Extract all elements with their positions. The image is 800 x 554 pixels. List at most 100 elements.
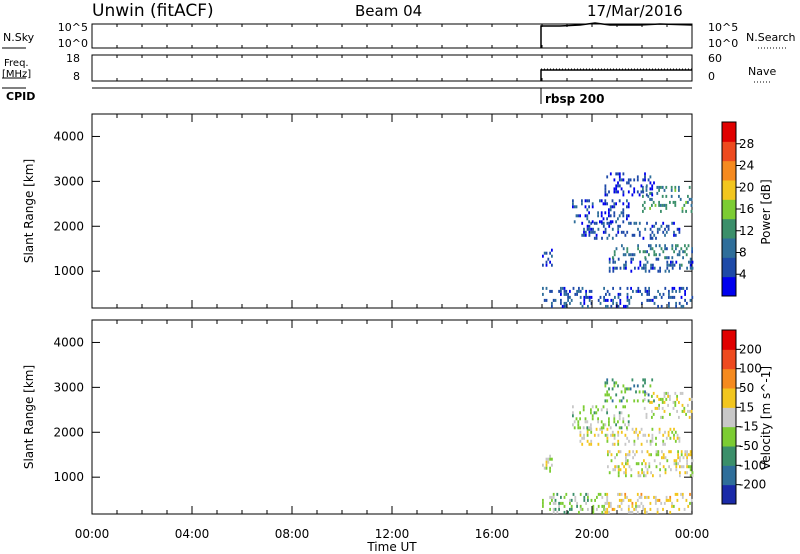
power-cell — [615, 190, 618, 194]
power-cell — [648, 292, 650, 296]
velocity-cell — [547, 460, 550, 464]
velocity-cell — [617, 468, 620, 472]
velocity-cell — [620, 426, 623, 430]
power-cell — [651, 203, 653, 207]
velocity-cell — [629, 387, 632, 391]
velocity-cell — [635, 507, 637, 511]
power-cell — [604, 227, 607, 231]
power-cell — [608, 269, 611, 273]
velocity-cell — [663, 501, 666, 505]
velocity-cell — [682, 465, 685, 469]
freq-tick-bottom: 8 — [73, 70, 80, 83]
velocity-cell — [615, 381, 618, 385]
power-cell — [561, 304, 564, 308]
velocity-cell — [570, 507, 573, 511]
power-cell — [600, 214, 603, 218]
velocity-cell — [626, 459, 629, 463]
velocity-y-tick-2000: 2000 — [53, 425, 84, 439]
velocity-cell — [659, 462, 661, 466]
velocity-cell — [641, 462, 643, 466]
velocity-cell — [588, 426, 590, 430]
power-cell — [665, 194, 668, 198]
power-cell — [671, 244, 674, 248]
velocity-cell — [579, 507, 582, 511]
velocity-cell — [610, 453, 613, 457]
nsky-tick-bottom: 10^0 — [58, 37, 88, 50]
velocity-cell — [600, 426, 603, 430]
power-cell — [626, 292, 629, 296]
velocity-cell — [691, 459, 694, 463]
nsky-frame — [91, 23, 693, 49]
velocity-cell — [678, 436, 681, 440]
power-cell — [645, 193, 648, 197]
velocity-colorbar-tick-label: -50 — [739, 439, 759, 453]
velocity-cell — [653, 399, 655, 403]
velocity-cell — [633, 439, 636, 443]
velocity-cell — [663, 391, 666, 395]
nsky-label: N.Sky — [3, 31, 35, 44]
velocity-cell — [675, 465, 678, 469]
velocity-cell — [635, 427, 638, 431]
velocity-cell — [604, 393, 607, 397]
velocity-cell — [677, 462, 679, 466]
velocity-cell — [649, 501, 652, 505]
velocity-cell — [601, 495, 604, 499]
power-cell — [609, 220, 612, 224]
velocity-cell — [628, 450, 631, 454]
velocity-cell — [640, 492, 643, 496]
velocity-cell — [663, 394, 666, 398]
velocity-cell — [663, 409, 666, 413]
power-cell — [603, 286, 605, 290]
velocity-cell — [644, 378, 646, 382]
velocity-cell — [606, 507, 609, 511]
velocity-cell — [638, 430, 641, 434]
velocity-cell — [620, 501, 623, 505]
power-cell — [597, 298, 600, 302]
freq-frame — [91, 54, 693, 82]
velocity-cell — [656, 510, 659, 514]
velocity-cell — [662, 456, 665, 460]
power-cell — [683, 203, 686, 207]
power-cell — [614, 295, 616, 299]
velocity-cell — [625, 456, 627, 460]
power-cell — [649, 233, 652, 237]
power-cell — [563, 304, 566, 308]
power-cell — [649, 175, 652, 179]
velocity-cell — [592, 504, 595, 508]
power-cell — [563, 301, 566, 305]
power-cell — [679, 263, 681, 267]
velocity-cell — [642, 399, 645, 403]
velocity-cell — [549, 495, 551, 499]
velocity-cell — [674, 430, 677, 434]
power-cell — [604, 230, 607, 234]
velocity-cell — [642, 390, 645, 394]
power-cell — [651, 197, 653, 201]
velocity-cell — [625, 459, 627, 463]
velocity-cell — [616, 453, 618, 457]
power-cell — [608, 224, 611, 228]
velocity-cell — [637, 462, 640, 466]
velocity-cell — [617, 442, 620, 446]
velocity-cell — [611, 387, 614, 391]
velocity-cell — [617, 450, 620, 454]
power-cell — [626, 214, 628, 218]
power-cell — [588, 230, 591, 234]
velocity-cell — [655, 450, 658, 454]
velocity-cell — [689, 468, 692, 472]
velocity-cell — [658, 397, 660, 401]
power-cell — [613, 214, 616, 218]
power-cell — [615, 220, 617, 224]
power-cell — [678, 301, 681, 305]
velocity-cell — [576, 501, 578, 505]
velocity-colorbar-cell — [722, 446, 736, 466]
velocity-cell — [597, 504, 600, 508]
velocity-cell — [587, 492, 589, 496]
power-cell — [648, 244, 650, 248]
velocity-cell — [572, 492, 575, 496]
power-cell — [678, 188, 680, 192]
velocity-cell — [593, 433, 596, 437]
velocity-colorbar-cell — [722, 368, 736, 389]
power-cell — [682, 304, 685, 308]
power-cell — [661, 194, 664, 198]
velocity-cell — [648, 465, 651, 469]
